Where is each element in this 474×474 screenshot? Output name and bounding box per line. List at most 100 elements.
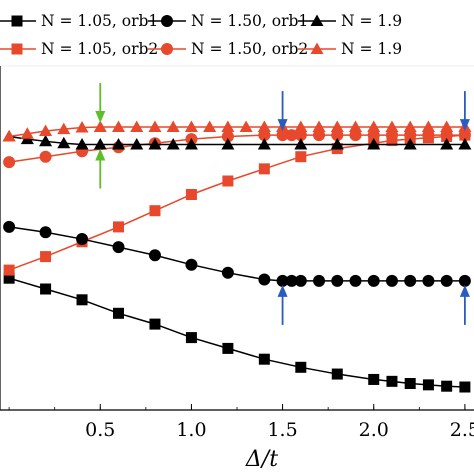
data-point-s4-7 xyxy=(130,138,144,150)
data-point-s3-7 xyxy=(258,129,271,142)
data-point-s2-1 xyxy=(39,226,52,239)
legend-entry-4: N = 1.50, orb2 xyxy=(148,40,308,58)
data-point-s2-13 xyxy=(349,274,362,287)
data-point-s4-8 xyxy=(148,138,162,150)
data-point-s5-18 xyxy=(330,120,344,132)
data-point-s4-16 xyxy=(403,138,417,150)
data-point-s5-4 xyxy=(75,121,89,133)
data-point-s5-17 xyxy=(312,120,326,132)
x-axis-label: Δ/t xyxy=(245,447,278,472)
data-point-s5-2 xyxy=(39,124,53,137)
data-point-s0-2 xyxy=(76,294,88,306)
data-point-s4-2 xyxy=(39,134,53,147)
data-point-s3-14 xyxy=(367,129,380,142)
data-point-s4-15 xyxy=(367,138,381,150)
data-point-s2-15 xyxy=(385,274,398,287)
data-point-s1-5 xyxy=(185,189,197,200)
data-point-s1-0 xyxy=(3,264,15,276)
data-point-s0-3 xyxy=(113,307,124,319)
data-point-s5-22 xyxy=(403,120,417,132)
series-line-1 xyxy=(8,134,465,271)
data-point-s3-16 xyxy=(404,129,417,142)
legend-label-1: N = 1.50, orb1 xyxy=(191,12,308,30)
data-point-s5-9 xyxy=(166,120,180,132)
series-3 xyxy=(3,129,471,169)
data-point-s4-6 xyxy=(112,138,125,150)
data-point-s2-19 xyxy=(458,274,471,287)
data-point-s5-16 xyxy=(294,120,308,132)
annotation-arrow-3 xyxy=(277,284,288,325)
data-point-s3-0 xyxy=(3,156,16,169)
data-point-s2-12 xyxy=(331,274,344,287)
data-point-s0-13 xyxy=(422,379,434,391)
x-tick-label-0: 0.5 xyxy=(85,419,115,441)
data-point-s5-0 xyxy=(2,129,16,142)
data-point-s2-18 xyxy=(440,274,453,287)
data-point-s5-13 xyxy=(239,120,253,132)
data-point-s5-24 xyxy=(440,120,454,132)
series-0 xyxy=(3,272,471,393)
data-point-s0-9 xyxy=(331,368,343,380)
data-point-s4-11 xyxy=(221,138,235,150)
data-point-s2-11 xyxy=(313,274,326,287)
data-point-s4-14 xyxy=(330,138,344,150)
data-point-s4-9 xyxy=(166,138,180,150)
data-point-s0-8 xyxy=(295,361,307,373)
data-point-s5-5 xyxy=(93,120,107,132)
data-point-s3-10 xyxy=(294,129,307,142)
data-point-s0-5 xyxy=(185,332,197,344)
data-point-s4-5 xyxy=(93,138,107,150)
data-point-s2-2 xyxy=(76,233,89,246)
data-point-s3-18 xyxy=(440,129,453,142)
data-point-s0-15 xyxy=(459,381,471,393)
legend-label-5: N = 1.9 xyxy=(341,40,402,58)
data-point-s5-8 xyxy=(148,120,162,132)
data-point-s4-10 xyxy=(184,138,198,150)
series-line-2 xyxy=(9,226,465,282)
x-tick-label-1: 1.0 xyxy=(176,419,206,441)
legend-marker-4 xyxy=(161,43,173,55)
data-point-s5-10 xyxy=(184,120,198,132)
data-point-s1-4 xyxy=(149,205,161,217)
data-point-s2-4 xyxy=(148,249,161,262)
data-point-s2-9 xyxy=(285,274,298,287)
legend-entry-5: N = 1.9 xyxy=(298,40,402,58)
legend-marker-5 xyxy=(310,42,324,54)
data-point-s3-19 xyxy=(458,129,471,142)
data-point-s0-0 xyxy=(3,272,15,284)
data-point-s1-7 xyxy=(258,163,270,175)
data-point-s2-6 xyxy=(221,266,234,279)
data-point-s3-1 xyxy=(39,150,52,163)
legend-label-2: N = 1.9 xyxy=(341,12,402,30)
data-point-s5-20 xyxy=(367,120,381,132)
legend-entry-0: N = 1.05, orb1 xyxy=(0,12,158,30)
data-point-s0-11 xyxy=(386,375,398,387)
legend-entry-1: N = 1.50, orb1 xyxy=(148,12,308,30)
data-point-s0-4 xyxy=(149,318,161,330)
data-point-s4-4 xyxy=(75,138,89,150)
data-point-s0-10 xyxy=(368,373,380,385)
x-tick-label-2: 1.5 xyxy=(267,419,297,441)
data-point-s0-12 xyxy=(404,378,416,389)
annotation-arrow-4 xyxy=(459,91,470,132)
data-point-s2-14 xyxy=(367,274,380,287)
plot-area xyxy=(2,83,472,393)
data-point-s3-17 xyxy=(422,129,435,142)
legend-marker-1 xyxy=(161,15,173,27)
data-point-s2-8 xyxy=(276,274,289,287)
data-point-s3-13 xyxy=(349,129,362,142)
legend-label-3: N = 1.05, orb2 xyxy=(41,40,158,58)
data-point-s4-3 xyxy=(57,136,71,149)
data-point-s5-19 xyxy=(349,120,362,132)
legend-marker-2 xyxy=(310,14,324,26)
data-point-s2-10 xyxy=(294,274,307,287)
legend-label-4: N = 1.50, orb2 xyxy=(191,40,308,58)
data-point-s4-17 xyxy=(440,138,454,150)
data-point-s5-14 xyxy=(257,120,271,132)
series-line-0 xyxy=(8,277,465,388)
x-tick-label-3: 2.0 xyxy=(359,419,389,441)
series-2 xyxy=(3,220,471,287)
data-point-s5-23 xyxy=(421,120,435,132)
data-point-s5-6 xyxy=(112,120,125,132)
